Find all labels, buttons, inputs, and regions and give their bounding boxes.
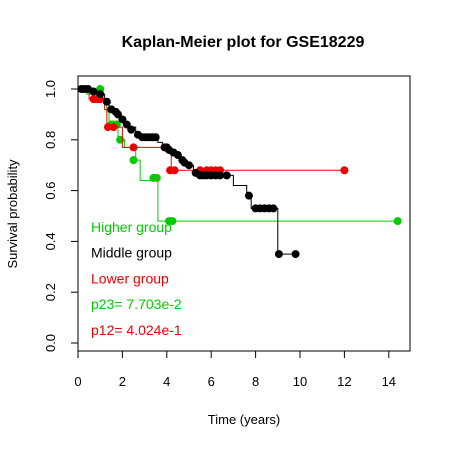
x-axis: 0 2 4 6 8 10 12 14 — [74, 350, 396, 389]
x-tick-label: 8 — [252, 374, 259, 389]
middle-group-censor-mark — [269, 204, 278, 213]
y-axis-label: Survival probability — [5, 159, 20, 269]
middle-group-censor-mark — [222, 171, 231, 180]
x-tick-label: 0 — [74, 374, 81, 389]
legend-item: Higher group — [91, 219, 172, 235]
legend-item: Middle group — [91, 245, 172, 261]
y-tick-label: 0.4 — [43, 232, 58, 250]
y-tick-label: 0.2 — [43, 283, 58, 301]
middle-group-censor-mark — [102, 97, 111, 106]
x-tick-label: 10 — [293, 374, 307, 389]
x-tick-label: 4 — [163, 374, 170, 389]
middle-group-censor-mark — [274, 250, 283, 259]
x-tick-label: 12 — [337, 374, 351, 389]
lower-group-censor-mark — [103, 123, 112, 132]
middle-group-censor-mark — [291, 250, 300, 259]
legend-item: Lower group — [91, 270, 169, 286]
middle-group-censor-mark — [151, 133, 160, 142]
middle-group-censor-mark — [185, 161, 193, 170]
lower-group-censor-mark — [340, 166, 349, 175]
middle-group-censor-mark — [216, 171, 225, 180]
legend-item: p12= 4.024e-1 — [91, 322, 182, 338]
middle-group-series — [77, 85, 300, 259]
middle-group-censor-mark — [89, 87, 98, 96]
x-tick-label: 14 — [382, 374, 396, 389]
y-tick-label: 0.0 — [43, 334, 58, 352]
legend-item: p23= 7.703e-2 — [91, 296, 182, 312]
chart-title: Kaplan-Meier plot for GSE18229 — [122, 34, 365, 51]
series-layer — [77, 85, 402, 259]
higher-group-censor-mark — [393, 217, 402, 226]
y-tick-label: 0.6 — [43, 182, 58, 200]
middle-group-censor-mark — [96, 90, 105, 99]
lower-group-censor-mark — [109, 123, 118, 132]
higher-group-censor-mark — [116, 135, 125, 144]
higher-group-censor-mark — [129, 156, 138, 165]
lower-group-censor-mark — [170, 166, 179, 175]
x-tick-label: 2 — [119, 374, 126, 389]
y-axis: 0.0 0.2 0.4 0.6 0.8 1.0 — [43, 80, 79, 352]
lower-group-censor-mark — [129, 143, 138, 152]
higher-group-censor-mark — [152, 173, 161, 182]
legend: Higher group Middle group Lower group p23= … — [91, 219, 182, 338]
higher-group-censor-mark — [168, 217, 177, 226]
middle-group-censor-mark — [127, 125, 136, 134]
y-tick-label: 0.8 — [43, 131, 58, 149]
middle-group-censor-mark — [244, 191, 253, 200]
y-tick-label: 1.0 — [43, 80, 58, 98]
x-tick-label: 6 — [208, 374, 215, 389]
x-axis-label: Time (years) — [208, 412, 280, 427]
